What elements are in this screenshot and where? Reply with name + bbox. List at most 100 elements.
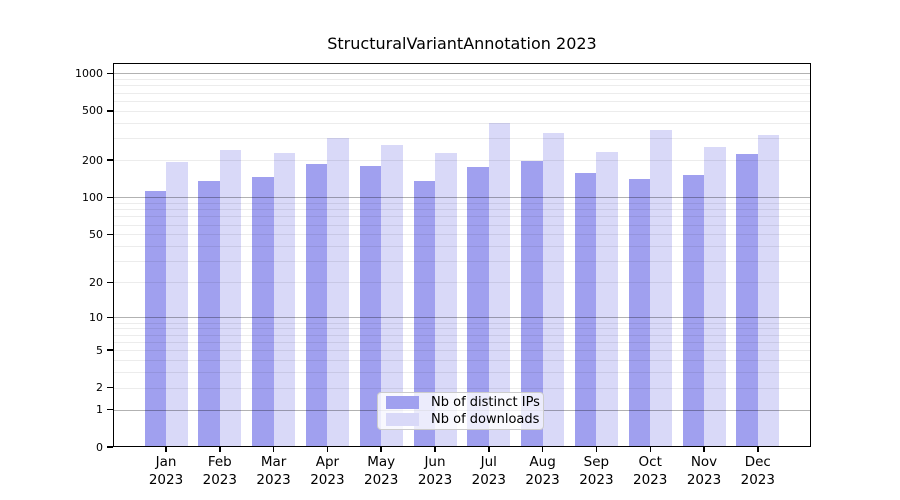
x-tick-label-line: 2023 (579, 471, 614, 488)
x-tick-label-line: Sep (583, 454, 610, 470)
bar-nb-of-downloads-mar (273, 152, 296, 447)
bar-nb-of-distinct-ips-apr (305, 163, 328, 447)
bar-nb-of-downloads-jun (435, 152, 457, 447)
y-tick (107, 408, 113, 411)
x-tick-label: Jan 2023 (134, 454, 198, 489)
x-tick-label-line: 2023 (148, 471, 184, 488)
x-tick-label: Mar 2023 (242, 454, 306, 489)
bar-nb-of-distinct-ips-jan (144, 190, 166, 447)
plot-area: StructuralVariantAnnotation 2023 0 1 2 5 10 2… (75, 34, 811, 488)
x-tick (380, 447, 382, 452)
bar-nb-of-distinct-ips-may (359, 166, 382, 447)
y-tick-label: 2 (96, 381, 103, 395)
chart-title: StructuralVariantAnnotation 2023 (327, 34, 597, 53)
bars-layer (113, 63, 811, 447)
bar-nb-of-distinct-ips-jun (413, 180, 435, 447)
x-tick-label: Nov 2023 (672, 454, 736, 489)
y-tick-label: 0 (96, 440, 103, 454)
bar-nb-of-distinct-ips-jul (467, 167, 489, 447)
y-tick (107, 196, 113, 199)
x-tick-label-line: 2023 (633, 471, 668, 488)
y-tick (107, 233, 113, 236)
y-tick-label: 50 (89, 227, 103, 241)
y-tick (107, 110, 113, 112)
y-tick-label: 500 (82, 104, 103, 118)
x-tick-label-line: Jan (155, 454, 177, 470)
x-tick-label-line: Mar (260, 454, 287, 470)
x-tick-label-line: 2023 (364, 471, 399, 488)
bar-nb-of-downloads-may (381, 144, 403, 447)
y-axis: 0 1 2 5 10 20 50 100 200 500 1000 (75, 63, 811, 454)
legend-swatch-downloads (386, 413, 419, 426)
x-tick-label-line: Aug (529, 454, 556, 470)
x-tick (595, 447, 598, 452)
legend: Nb of distinct IPs Nb of downloads (377, 392, 544, 430)
x-tick-label-line: Dec (744, 454, 771, 470)
y-tick-label: 100 (82, 190, 103, 204)
x-tick (434, 447, 436, 452)
y-tick (107, 349, 113, 351)
x-tick-label-line: May (367, 454, 396, 470)
x-tick-label: Jul 2023 (457, 454, 521, 489)
x-tick-label-line: Oct (638, 454, 662, 470)
bar-nb-of-distinct-ips-dec (736, 153, 758, 447)
x-tick-label-line: 2023 (256, 471, 291, 488)
x-tick-label-line: 2023 (740, 471, 775, 488)
y-tick-label: 200 (82, 153, 103, 167)
x-tick (541, 447, 544, 452)
y-tick (107, 446, 113, 448)
x-tick-label-line: 2023 (686, 471, 722, 488)
bar-nb-of-downloads-jan (166, 161, 188, 447)
x-tick-label-line: 2023 (525, 471, 560, 488)
x-tick (488, 447, 490, 452)
y-tick (107, 72, 113, 75)
x-tick-label-line: 2023 (417, 471, 453, 488)
y-tick-label: 20 (89, 275, 103, 289)
x-tick-label: Oct 2023 (618, 454, 682, 489)
x-tick-label-line: 2023 (471, 471, 506, 488)
x-tick-label-line: Feb (207, 454, 232, 470)
bar-nb-of-distinct-ips-aug (521, 161, 543, 447)
y-tick-label: 1 (96, 403, 103, 416)
bar-nb-of-distinct-ips-sep (574, 172, 597, 447)
x-tick (649, 447, 651, 452)
y-tick (107, 386, 113, 389)
bar-nb-of-distinct-ips-oct (628, 178, 651, 447)
x-tick (326, 447, 329, 452)
bar-nb-of-downloads-sep (596, 152, 618, 447)
x-tick (219, 447, 221, 452)
y-tick (107, 316, 113, 318)
x-tick-label-line: Jun (424, 454, 446, 470)
legend-label-distinct-ips: Nb of distinct IPs (431, 395, 540, 410)
bar-nb-of-downloads-aug (542, 133, 565, 447)
x-tick-label: Feb 2023 (188, 454, 252, 489)
x-tick-label-line: 2023 (202, 471, 237, 488)
x-tick-label-line: Nov (690, 454, 718, 470)
bar-nb-of-downloads-feb (219, 150, 242, 447)
x-tick-label: Jun 2023 (403, 454, 467, 489)
x-tick (757, 447, 759, 452)
legend-label-downloads: Nb of downloads (431, 412, 540, 427)
y-tick (107, 281, 113, 284)
x-tick (703, 447, 705, 452)
bar-nb-of-distinct-ips-feb (198, 181, 220, 447)
y-tick-label: 5 (96, 343, 103, 357)
bar-nb-of-downloads-apr (327, 137, 349, 447)
bar-nb-of-downloads-oct (650, 130, 672, 447)
y-tick-label: 1000 (75, 66, 103, 80)
bar-nb-of-distinct-ips-mar (252, 177, 274, 447)
legend-item-downloads: Nb of downloads (386, 412, 543, 427)
x-tick-label: Aug 2023 (511, 454, 575, 489)
x-tick-label: Sep 2023 (564, 454, 628, 489)
legend-item-distinct-ips: Nb of distinct IPs (386, 395, 543, 410)
x-tick-label: May 2023 (349, 454, 413, 489)
x-tick-label-line: Apr (315, 454, 340, 470)
x-tick (272, 447, 275, 452)
bar-nb-of-downloads-dec (757, 134, 780, 447)
x-tick (165, 447, 167, 452)
bar-nb-of-downloads-nov (704, 147, 726, 447)
legend-swatch-distinct-ips (386, 396, 419, 409)
bar-nb-of-distinct-ips-nov (682, 174, 704, 447)
x-axis: Jan 2023 Feb 2023 Mar 2023 Apr 2023 May 2023 Jun 20… (113, 63, 811, 488)
